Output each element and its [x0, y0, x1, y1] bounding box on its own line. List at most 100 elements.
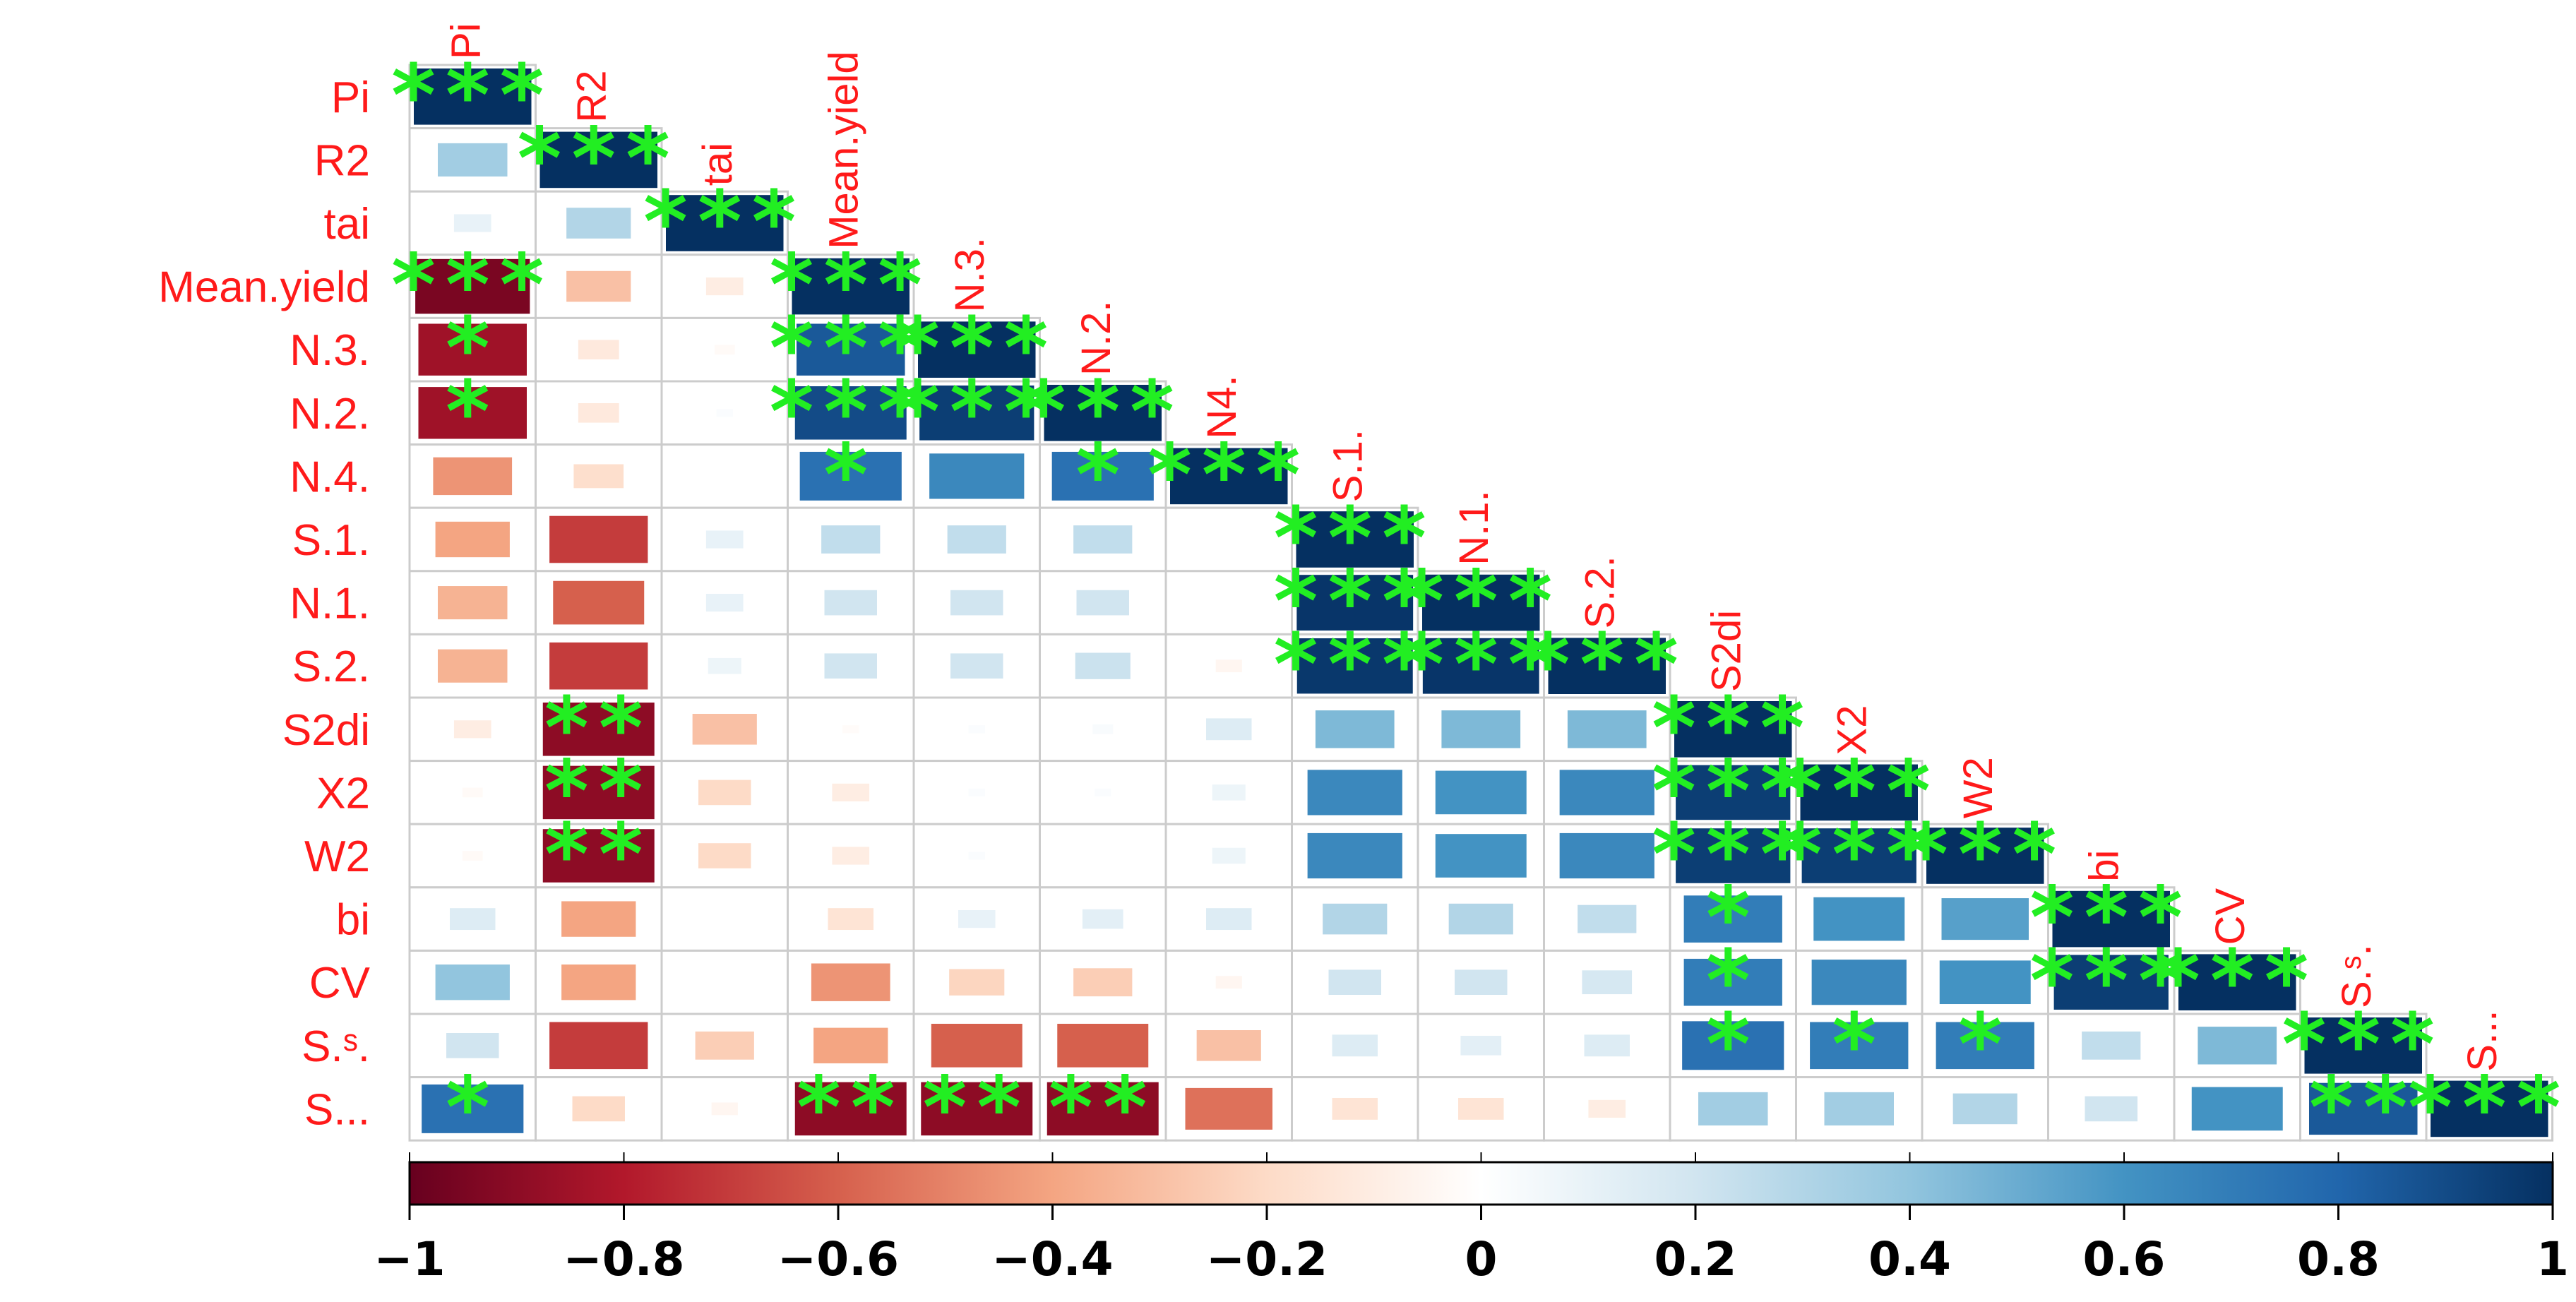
significance-star-5-3: ***	[770, 364, 932, 462]
significance-star-3-3: ***	[770, 237, 932, 335]
column-label-7: S.1.	[1325, 429, 1371, 502]
correlation-mark-15-14	[2198, 1027, 2277, 1065]
correlation-mark-13-9	[1578, 904, 1637, 933]
correlation-mark-15-13	[2082, 1031, 2141, 1060]
correlation-mark-13-11	[1813, 897, 1905, 941]
significance-star-16-15: **	[2309, 1059, 2418, 1157]
correlation-mark-9-1	[549, 642, 648, 690]
row-label-10: S2di	[282, 706, 370, 755]
column-label-8: N.1.	[1451, 490, 1497, 565]
correlation-mark-14-12	[1939, 960, 2031, 1005]
correlation-mark-15-15	[2304, 1017, 2422, 1074]
correlation-mark-9-4	[950, 653, 1003, 679]
correlation-mark-6-5	[1051, 451, 1154, 501]
correlation-mark-12-1	[542, 829, 655, 883]
correlation-mark-16-8	[1458, 1097, 1504, 1120]
correlation-mark-8-2	[705, 594, 744, 612]
colorbar-tick-label-4: −0.2	[1206, 1232, 1328, 1286]
correlation-mark-4-4	[918, 321, 1036, 378]
correlation-mark-6-4	[929, 453, 1025, 499]
significance-star-6-6: ***	[1147, 426, 1310, 525]
column-label-10: S2di	[1703, 610, 1749, 692]
correlation-mark-14-8	[1455, 969, 1508, 995]
correlation-mark-13-10	[1683, 895, 1782, 943]
correlation-mark-13-8	[1448, 903, 1513, 935]
correlation-mark-9-2	[708, 657, 741, 674]
correlation-mark-16-14	[2191, 1087, 2283, 1131]
correlation-mark-4-3	[796, 323, 905, 376]
significance-star-11-1: **	[544, 743, 653, 841]
correlation-mark-16-6	[1185, 1087, 1272, 1130]
correlation-mark-6-0	[433, 457, 513, 496]
color-legend: −1 −0.8 −0.6 −0.4 −0.2 0 0.2 0.4 0.6 0.8 1	[374, 1152, 2569, 1286]
correlation-mark-7-1	[549, 515, 648, 563]
significance-star-10-1: **	[544, 680, 653, 778]
significance-star-13-13: ***	[2030, 870, 2193, 968]
row-label-16: S...	[304, 1085, 370, 1134]
significance-star-4-3: ***	[770, 300, 932, 398]
correlation-mark-12-10	[1676, 828, 1791, 883]
correlation-mark-14-3	[811, 963, 890, 1001]
correlation-mark-10-10	[1674, 701, 1792, 758]
colorbar-tick-label-8: 0.6	[2083, 1232, 2166, 1286]
correlation-mark-3-0	[415, 258, 530, 314]
correlation-mark-15-6	[1196, 1030, 1261, 1061]
correlation-mark-6-3	[799, 451, 902, 501]
correlation-mark-15-8	[1460, 1036, 1502, 1056]
correlation-mark-15-11	[1810, 1022, 1909, 1070]
correlation-mark-13-0	[450, 908, 496, 931]
correlation-mark-14-5	[1073, 968, 1133, 997]
correlation-mark-0-0	[414, 68, 532, 125]
correlation-mark-15-5	[1057, 1023, 1149, 1068]
column-label-1: R2	[569, 70, 615, 122]
correlation-mark-3-1	[566, 270, 631, 302]
row-label-2: tai	[324, 200, 370, 249]
correlation-mark-15-3	[813, 1027, 888, 1063]
column-label-6: N4.	[1199, 375, 1245, 438]
column-label-3: Mean.yield	[821, 51, 867, 249]
correlation-mark-13-6	[1206, 908, 1252, 931]
correlation-mark-10-2	[692, 714, 757, 745]
correlation-mark-16-9	[1588, 1099, 1626, 1118]
correlation-mark-2-1	[566, 208, 631, 239]
correlation-mark-14-13	[2053, 955, 2169, 1010]
significance-star-9-8: ***	[1400, 616, 1562, 715]
correlation-mark-16-5	[1046, 1082, 1159, 1136]
column-label-0: Pi	[443, 23, 489, 59]
colorbar-tick-label-5: 0	[1465, 1232, 1498, 1286]
row-label-0: Pi	[331, 73, 370, 122]
significance-star-14-14: ***	[2156, 933, 2318, 1031]
correlation-mark-12-9	[1559, 832, 1654, 879]
correlation-mark-8-3	[824, 590, 877, 616]
correlation-mark-16-12	[1952, 1093, 2017, 1125]
column-label-12: W2	[1955, 757, 2001, 818]
correlation-mark-5-4	[919, 386, 1034, 441]
significance-star-14-13: ***	[2030, 933, 2193, 1031]
significance-star-16-16: ***	[2408, 1059, 2570, 1157]
correlation-mark-14-0	[435, 964, 510, 1001]
correlation-mark-5-1	[578, 403, 619, 423]
heatmap-cells	[408, 64, 2553, 1142]
correlation-mark-12-12	[1926, 828, 2044, 884]
row-label-1: R2	[314, 136, 370, 185]
correlation-mark-1-1	[539, 131, 657, 189]
correlation-mark-5-0	[418, 387, 527, 439]
significance-star-8-7: ***	[1274, 554, 1436, 652]
column-label-13: bi	[2082, 850, 2128, 882]
correlation-mark-8-4	[950, 590, 1003, 616]
correlation-mark-15-10	[1682, 1021, 1784, 1070]
colorbar-tick-label-9: 0.8	[2297, 1232, 2380, 1286]
correlation-mark-3-2	[705, 277, 744, 296]
significance-star-2-2: ***	[643, 174, 806, 272]
correlation-mark-15-4	[931, 1023, 1022, 1068]
correlation-mark-5-5	[1044, 385, 1162, 441]
significance-star-15-10: *	[1706, 996, 1760, 1094]
correlation-mark-9-3	[824, 653, 877, 679]
correlation-mark-4-1	[578, 340, 619, 359]
correlation-mark-16-10	[1698, 1092, 1768, 1125]
significance-star-11-10: ***	[1652, 743, 1814, 841]
correlation-mark-11-0	[462, 787, 483, 798]
row-label-4: N.3.	[290, 326, 370, 375]
significance-star-12-12: ***	[1904, 806, 2066, 904]
